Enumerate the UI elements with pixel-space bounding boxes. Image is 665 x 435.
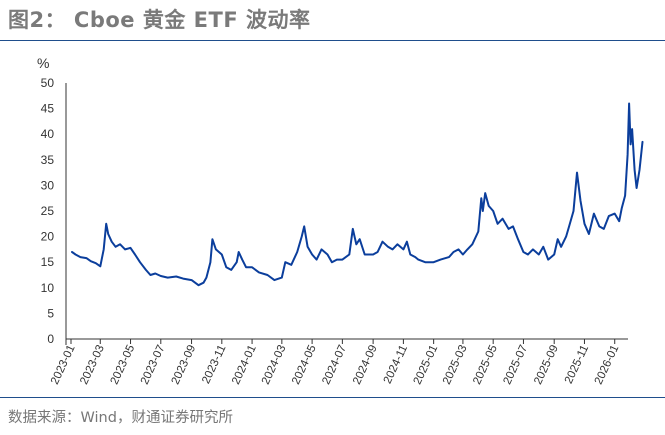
x-tick-label: 2024-01 — [230, 343, 259, 386]
y-tick-label: 5 — [47, 306, 54, 320]
x-tick-label: 2025-05 — [471, 343, 500, 386]
y-tick-label: 20 — [41, 230, 55, 244]
y-axis-unit-label: % — [37, 55, 49, 71]
x-tick-label: 2023-09 — [170, 343, 199, 386]
x-tick-label: 2024-03 — [260, 343, 289, 386]
x-tick-label: 2025-11 — [563, 343, 591, 386]
y-tick-label: 15 — [41, 255, 55, 269]
page-title: 图2： Cboe 黄金 ETF 波动率 — [8, 8, 311, 32]
x-tick-label: 2025-01 — [412, 343, 441, 386]
y-tick-label: 40 — [41, 127, 55, 141]
x-tick-label: 2023-07 — [139, 343, 168, 386]
x-tick-label: 2025-09 — [532, 343, 561, 386]
x-tick-label: 2023-11 — [200, 343, 228, 386]
x-tick-label: 2023-01 — [49, 343, 78, 386]
x-tick-label: 2024-11 — [382, 343, 410, 386]
x-tick-label: 2023-03 — [78, 343, 107, 386]
y-tick-label: 45 — [41, 102, 55, 116]
y-tick-label: 30 — [41, 178, 55, 192]
x-tick-label: 2026-01 — [593, 343, 622, 386]
x-tick-label: 2024-05 — [290, 343, 319, 386]
title-divider — [0, 40, 665, 41]
series-line — [71, 102, 644, 287]
x-tick-label: 2025-07 — [501, 343, 530, 386]
x-axis: 2023-01 2023-03 2023-05 2023-07 2023-09 2023-… — [49, 338, 628, 387]
x-tick-label: 2024-09 — [351, 343, 380, 386]
y-axis: % 0 5 10 15 20 25 30 35 40 45 50 — [37, 55, 67, 346]
y-tick-label: 50 — [41, 76, 55, 90]
x-tick-label: 2024-07 — [320, 343, 349, 386]
y-tick-label: 35 — [41, 153, 55, 167]
footer-divider — [0, 397, 665, 398]
y-tick-label: 25 — [41, 204, 55, 218]
plot-area — [71, 102, 644, 287]
source-note: 数据来源：Wind，财通证券研究所 — [8, 410, 233, 426]
x-tick-label: 2025-03 — [441, 343, 470, 386]
y-tick-label: 0 — [47, 332, 54, 346]
x-tick-label: 2023-05 — [109, 343, 138, 386]
y-tick-label: 10 — [41, 281, 55, 295]
